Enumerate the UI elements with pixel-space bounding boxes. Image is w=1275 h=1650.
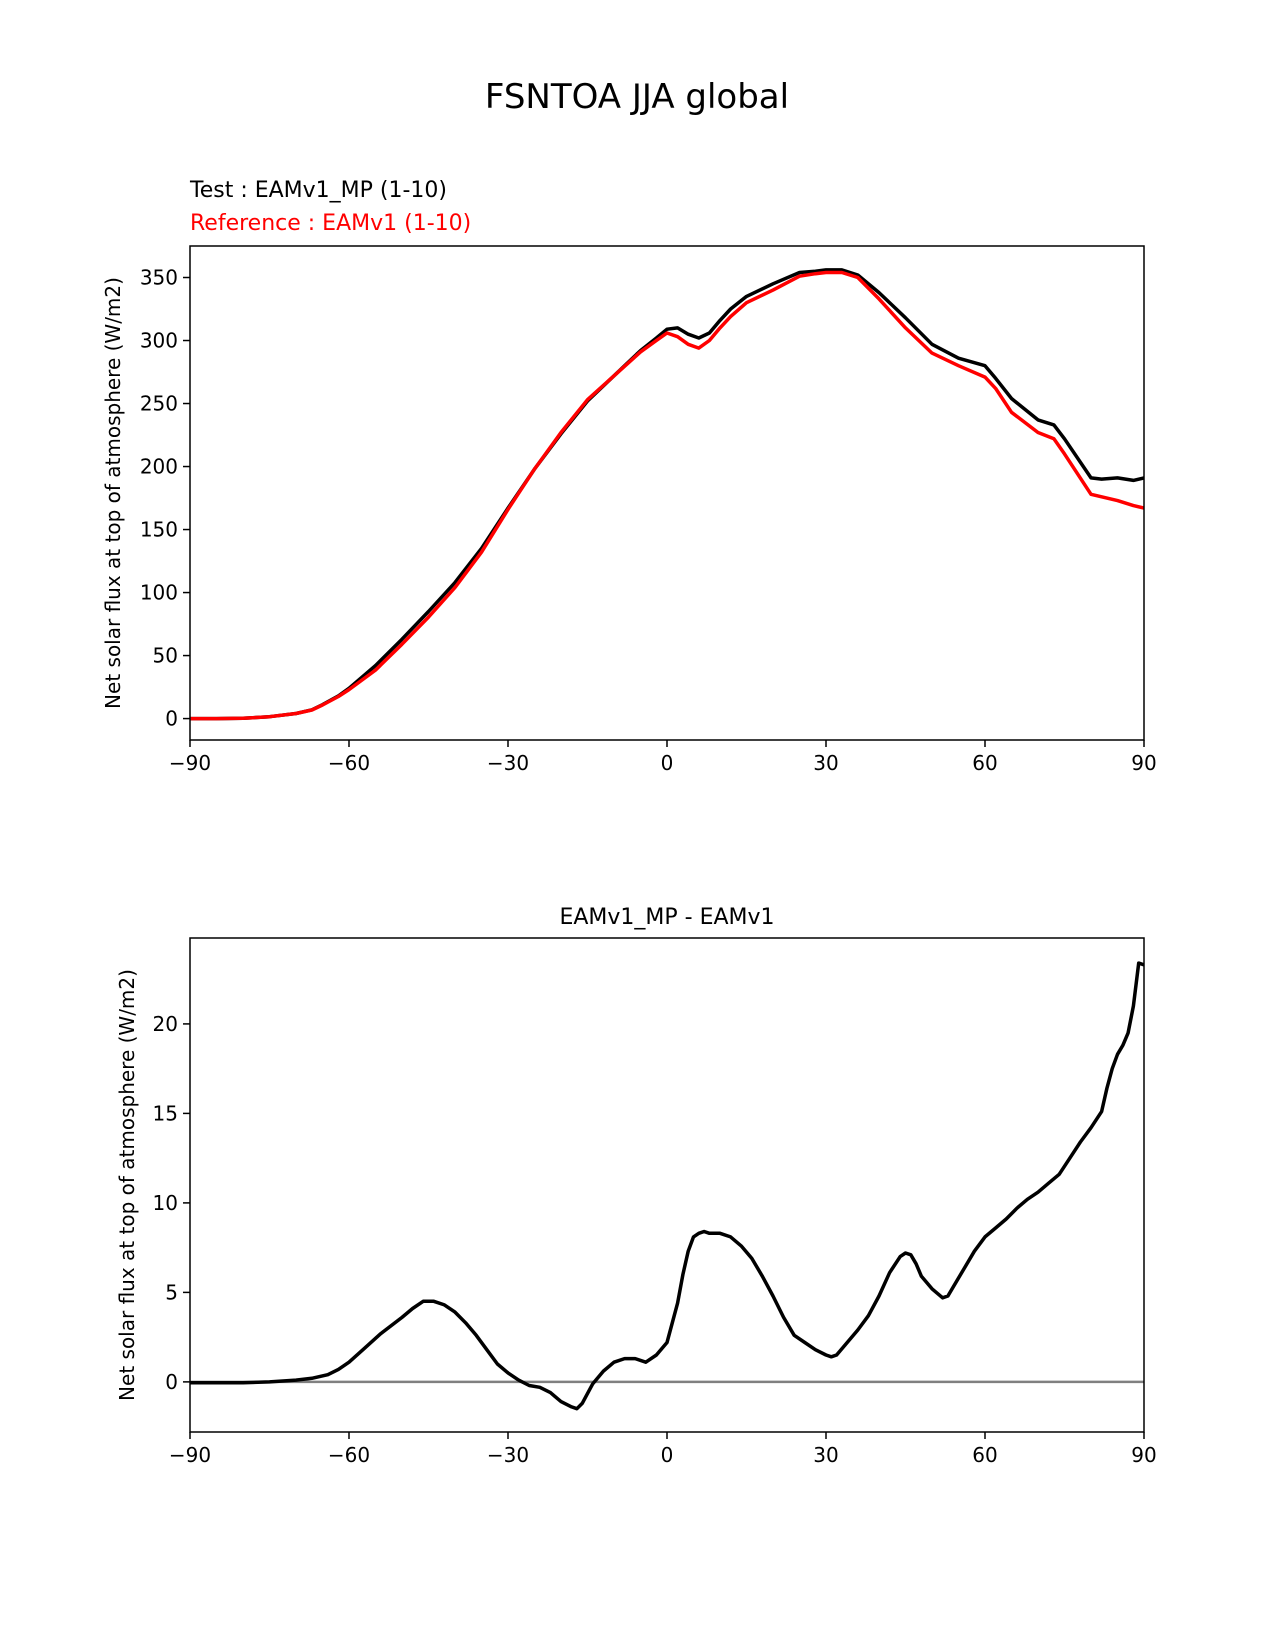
bottom-chart-xtick-label: 0 bbox=[661, 1443, 674, 1467]
top-chart-ytick-label: 350 bbox=[140, 266, 178, 290]
top-chart-ytick-label: 150 bbox=[140, 518, 178, 542]
bottom-chart-ytick-label: 5 bbox=[165, 1280, 178, 1304]
top-chart-ytick-label: 300 bbox=[140, 329, 178, 353]
top-chart-xtick-label: 60 bbox=[972, 751, 997, 775]
top-chart-ytick-label: 0 bbox=[165, 707, 178, 731]
bottom-chart-ytick-label: 10 bbox=[153, 1191, 178, 1215]
top-chart-xtick-label: 90 bbox=[1131, 751, 1156, 775]
bottom-chart-lines bbox=[190, 961, 1145, 1411]
top-chart-xtick-label: −60 bbox=[328, 751, 370, 775]
top-chart-ytick-label: 200 bbox=[140, 455, 178, 479]
top-chart: Test : EAMv1_MP (1-10) Reference : EAMv1… bbox=[101, 178, 1157, 775]
top-chart-ylabel: Net solar flux at top of atmosphere (W/m… bbox=[101, 277, 125, 709]
bottom-chart-xtick-label: −90 bbox=[169, 1443, 211, 1467]
top-chart-test-title: Test : EAMv1_MP (1-10) bbox=[189, 178, 447, 203]
top-chart-ytick-label: 100 bbox=[140, 581, 178, 605]
top-chart-ytick-label: 50 bbox=[153, 644, 178, 668]
bottom-chart-xtick-label: 90 bbox=[1131, 1443, 1156, 1467]
top-chart-xtick-label: −30 bbox=[487, 751, 529, 775]
top-chart-reference-title: Reference : EAMv1 (1-10) bbox=[190, 211, 471, 236]
top-chart-yaxis: 0 50 100 150 200 250 300 350 bbox=[140, 266, 190, 731]
top-chart-ytick-label: 250 bbox=[140, 392, 178, 416]
bottom-chart-series-test-line bbox=[190, 961, 1145, 1411]
top-chart-xtick-label: 30 bbox=[813, 751, 838, 775]
top-chart-lines bbox=[190, 268, 1145, 721]
bottom-chart-xaxis: −90 −60 −30 0 30 60 90 bbox=[169, 1432, 1157, 1467]
bottom-chart: EAMv1_MP - EAMv1 −90 −60 −30 0 30 60 90 0 5 10 15… bbox=[115, 905, 1157, 1467]
bottom-chart-frame bbox=[189, 937, 1145, 1433]
bottom-chart-xtick-label: −60 bbox=[328, 1443, 370, 1467]
bottom-chart-ytick-label: 15 bbox=[153, 1101, 178, 1125]
top-chart-frame bbox=[189, 245, 1145, 741]
top-chart-xtick-label: 0 bbox=[661, 751, 674, 775]
top-chart-series-reference-line bbox=[190, 270, 1145, 721]
bottom-chart-ytick-label: 0 bbox=[165, 1370, 178, 1394]
top-chart-series-test-line bbox=[190, 268, 1145, 721]
top-chart-xtick-label: −90 bbox=[169, 751, 211, 775]
bottom-chart-xtick-label: 60 bbox=[972, 1443, 997, 1467]
bottom-chart-yaxis: 0 5 10 15 20 bbox=[153, 1012, 190, 1394]
bottom-chart-title: EAMv1_MP - EAMv1 bbox=[559, 905, 774, 930]
bottom-chart-ytick-label: 20 bbox=[153, 1012, 178, 1036]
bottom-chart-xtick-label: −30 bbox=[487, 1443, 529, 1467]
top-chart-xaxis: −90 −60 −30 0 30 60 90 bbox=[169, 740, 1157, 775]
figure-title: FSNTOA JJA global bbox=[485, 77, 789, 117]
bottom-chart-ylabel: Net solar flux at top of atmosphere (W/m… bbox=[115, 969, 139, 1401]
bottom-chart-xtick-label: 30 bbox=[813, 1443, 838, 1467]
